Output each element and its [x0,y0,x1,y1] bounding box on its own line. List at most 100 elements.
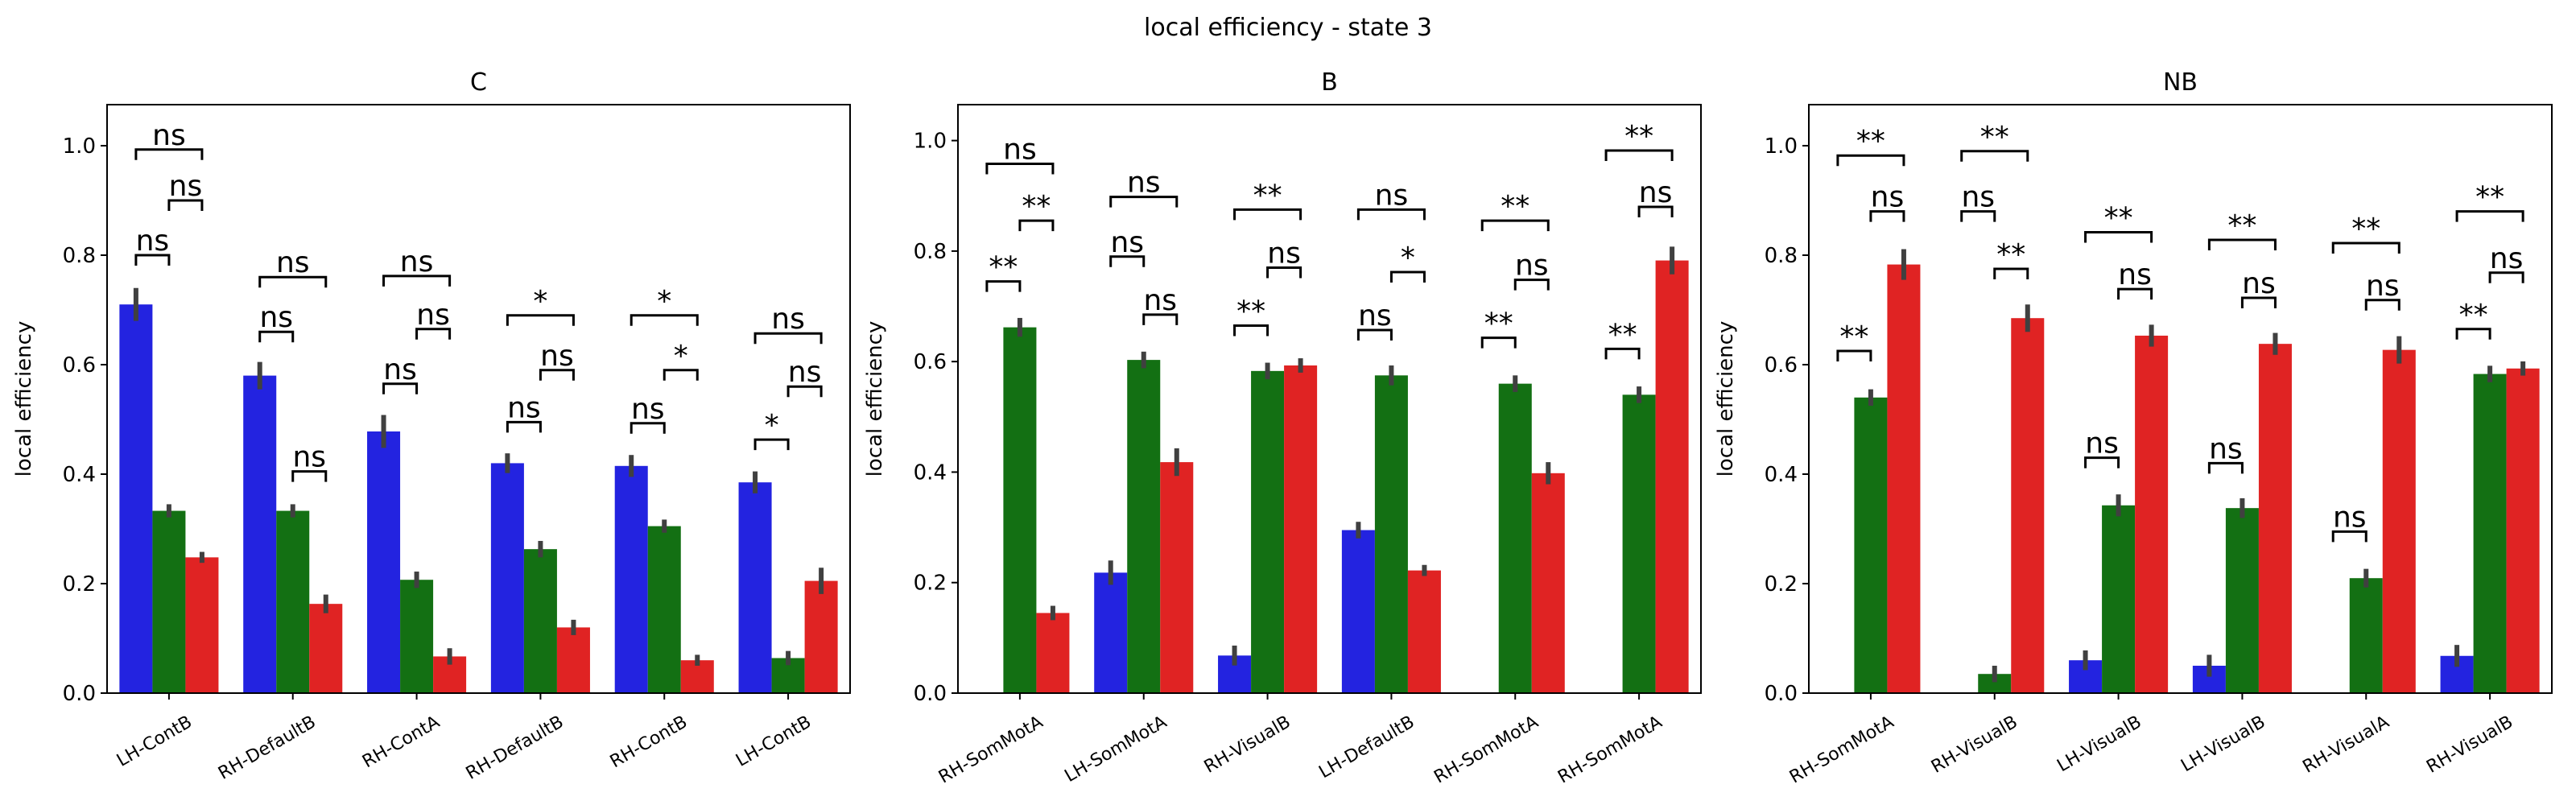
significance-bracket [2331,530,2368,543]
x-tick-label: LH-ContB [114,712,196,771]
bar [1341,530,1375,693]
significance-label: ns [2085,427,2119,460]
significance-label: ** [1501,190,1530,223]
significance-bracket [1142,313,1179,325]
bar [1887,264,1921,693]
significance-bracket [1513,279,1550,291]
y-tick-label: 0.8 [914,240,947,264]
figure-title: local efficiency - state 3 [1144,14,1432,42]
bar [185,557,219,693]
x-tick-label: RH-VisualA [2300,712,2393,778]
y-axis-label: local efficiency [863,321,887,477]
bar [2349,578,2383,693]
significance-bracket [1356,328,1393,341]
significance-label: ns [276,246,310,279]
bar [1407,570,1441,693]
significance-label: ns [2242,267,2276,300]
significance-bracket [1993,267,2029,279]
significance-bracket [1266,266,1302,279]
axes-frame [106,104,851,694]
x-tick-label: LH-VisualB [2178,712,2268,777]
significance-bracket [630,422,666,434]
significance-label: ns [2209,432,2243,465]
y-axis-label: local efficiency [1714,321,1738,477]
significance-label: ** [1253,179,1282,212]
x-tick-label: LH-VisualB [2054,712,2145,777]
significance-label: ns [416,299,450,332]
bar [276,510,310,693]
bar [243,375,277,693]
bar [738,482,772,693]
bar [1978,674,2012,693]
bar [2011,318,2045,693]
significance-label: ns [771,303,805,336]
significance-bracket [2331,242,2401,254]
significance-label: ns [1143,284,1177,317]
significance-label: ** [1484,308,1513,341]
x-tick-label: RH-DefaultB [215,712,320,784]
bar [1284,365,1318,693]
significance-bracket [134,148,204,160]
significance-bracket [2364,299,2401,311]
significance-bracket [506,420,542,433]
significance-label: ns [1871,181,1905,214]
x-tick-label: RH-SomMotA [1786,712,1897,788]
significance-label: ns [1003,133,1037,166]
bar [2382,349,2416,693]
y-tick-label: 0.8 [1765,244,1798,268]
significance-label: ** [2104,201,2133,234]
significance-bracket [1480,219,1550,232]
significance-bracket [1604,347,1641,360]
significance-bracket [2207,238,2277,250]
y-tick-label: 0.0 [914,682,947,706]
y-tick-label: 0.0 [63,682,96,706]
significance-bracket [1960,210,1996,222]
bar [1094,572,1128,693]
x-tick-label: RH-DefaultB [463,712,568,784]
y-tick-label: 0.2 [63,572,96,597]
significance-bracket [258,330,295,343]
y-tick-label: 0.4 [1765,463,1798,487]
y-tick-label: 0.6 [914,350,947,374]
significance-bracket [382,382,419,394]
significance-bracket [1836,349,1872,361]
significance-label: ns [1515,250,1549,283]
bar [1036,613,1070,693]
significance-label: ns [400,246,434,279]
significance-label: * [765,409,779,442]
axes-frame [1808,104,2553,694]
x-tick-label: RH-SomMotA [1554,712,1666,788]
significance-label: ns [1358,299,1392,332]
panel-title: C [470,68,487,97]
significance-bracket [506,314,575,326]
significance-bracket [2455,328,2491,340]
significance-label: ** [1856,125,1885,158]
significance-label: ns [788,356,822,389]
significance-bracket [382,275,452,287]
significance-label: ns [631,393,665,426]
significance-label: ns [292,441,326,474]
significance-label: ns [1375,179,1409,212]
significance-label: ns [169,170,203,203]
bar [1160,462,1194,693]
significance-label: ** [2351,213,2380,246]
significance-bracket [663,369,699,381]
significance-label: ns [1127,167,1161,200]
x-tick-label: RH-ContA [359,712,443,773]
y-tick-label: 1.0 [1765,134,1798,159]
significance-label: ** [1996,238,2025,271]
significance-bracket [2455,210,2524,222]
significance-bracket [1356,208,1426,221]
significance-bracket [985,280,1022,292]
x-tick-label: RH-VisualB [2423,712,2516,778]
bar [556,627,590,693]
bar [309,604,343,693]
bar [1622,394,1656,693]
significance-bracket [786,385,823,398]
x-tick-label: RH-VisualB [1928,712,2021,778]
significance-bracket [258,275,328,288]
significance-label: ns [2333,501,2367,534]
